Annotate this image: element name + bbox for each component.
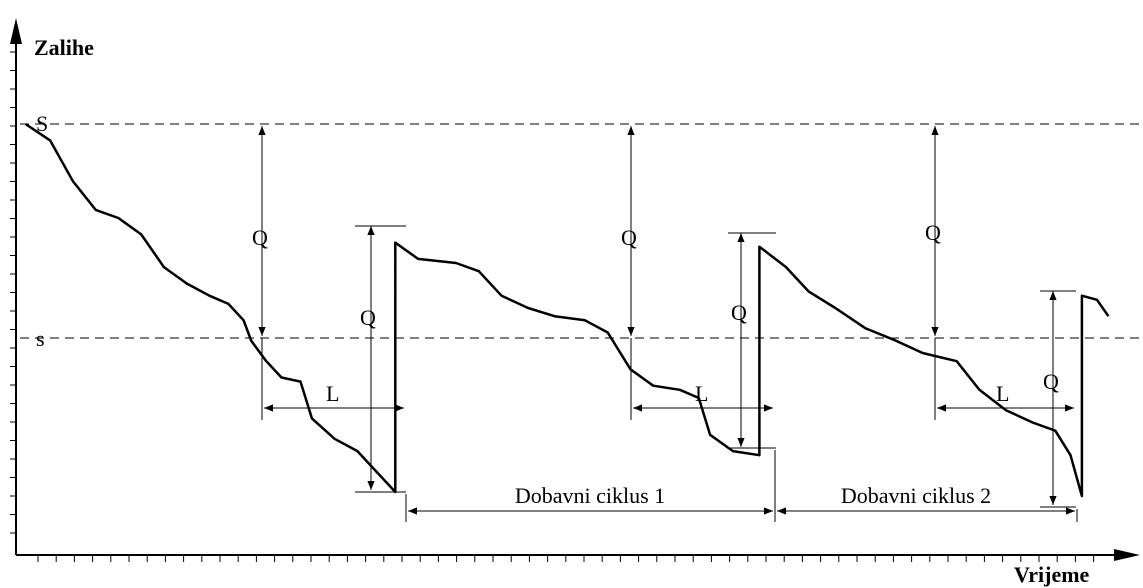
q-label-6: Q xyxy=(1043,369,1059,394)
x-axis-label: Vrijeme xyxy=(1014,562,1090,587)
lead-time-arrows xyxy=(261,338,1074,420)
inventory-level-series xyxy=(24,122,1110,498)
q-label-2: Q xyxy=(621,225,637,250)
q-arrow-caps xyxy=(355,225,1076,508)
l-label-1: L xyxy=(326,381,339,406)
S-level-label: S xyxy=(36,111,48,136)
cycle-1-label: Dobavni ciklus 1 xyxy=(515,483,665,508)
s-level-label: s xyxy=(36,326,45,351)
axes xyxy=(10,18,1140,562)
x-axis-arrowhead xyxy=(1114,549,1140,561)
q-label-1: Q xyxy=(252,225,268,250)
q-label-3: Q xyxy=(925,220,941,245)
q-label-5: Q xyxy=(731,300,747,325)
l-label-2: L xyxy=(695,381,708,406)
cycle-2-label: Dobavni ciklus 2 xyxy=(841,483,991,508)
supply-cycle-markers xyxy=(405,450,1078,522)
y-axis-ticks xyxy=(10,51,16,534)
q-labels: Q Q Q Q Q Q xyxy=(252,220,1059,394)
l-labels: L L L xyxy=(326,381,1009,406)
x-axis-ticks xyxy=(37,555,1095,562)
y-axis-arrowhead xyxy=(10,18,22,44)
order-quantity-arrows xyxy=(258,126,1057,505)
q-label-4: Q xyxy=(360,305,376,330)
y-axis-label: Zalihe xyxy=(34,35,94,60)
l-label-3: L xyxy=(996,381,1009,406)
